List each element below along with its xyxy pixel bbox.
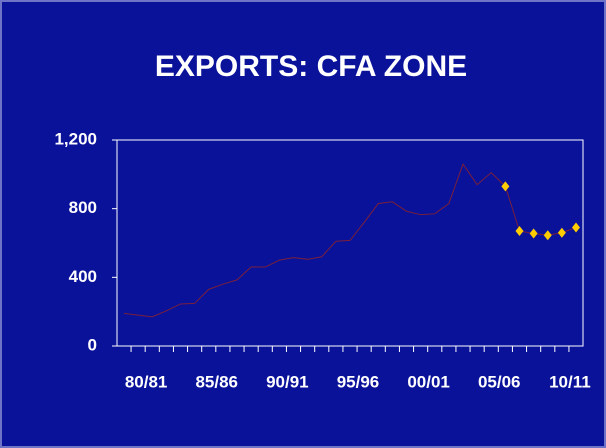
data-point (529, 228, 538, 239)
y-tick-label: 0 (88, 335, 97, 354)
x-tick-label: 10/11 (549, 372, 591, 391)
chart-title: EXPORTS: CFA ZONE (155, 50, 467, 83)
x-tick-label: 85/86 (195, 372, 238, 391)
data-point (572, 222, 580, 233)
x-tick-label: 00/01 (407, 372, 450, 391)
y-tick-label: 1,200 (54, 129, 97, 148)
x-tick-label: 90/91 (266, 372, 309, 391)
data-point (515, 225, 524, 236)
x-tick-label: 80/81 (125, 372, 168, 391)
y-tick-label: 400 (69, 267, 97, 286)
y-tick-label: 800 (69, 198, 97, 217)
data-point (543, 230, 552, 241)
data-point (501, 181, 510, 192)
x-tick-label: 95/96 (337, 372, 380, 391)
series-line (123, 162, 506, 318)
data-point (557, 227, 566, 238)
x-tick-label: 05/06 (478, 372, 521, 391)
